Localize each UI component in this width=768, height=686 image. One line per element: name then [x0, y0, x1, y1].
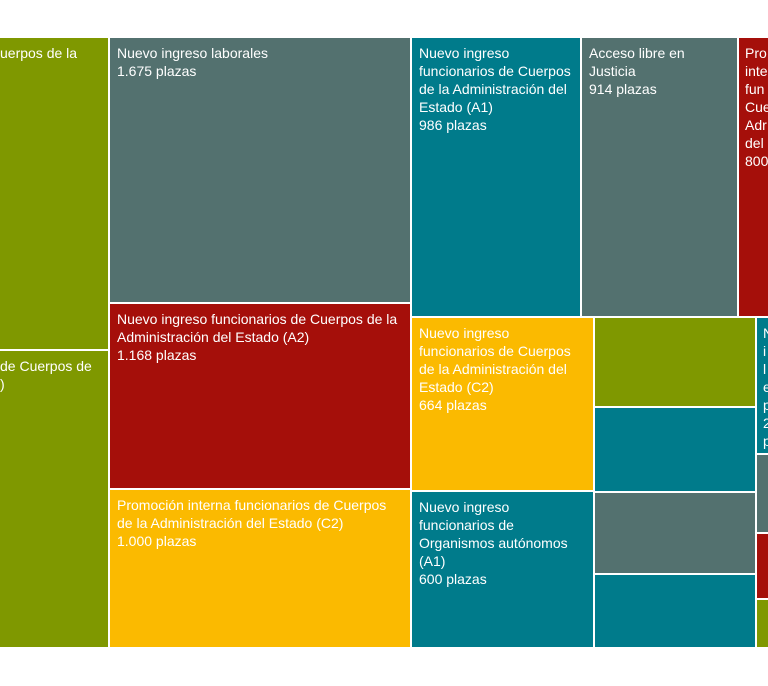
cell: [595, 408, 755, 491]
cell: Pro inte fun Cue Adr del 800: [739, 38, 768, 316]
cell-label: de Cuerpos de ): [0, 358, 92, 392]
cell: Nuevo ingreso funcionarios de Organismos…: [412, 492, 593, 647]
cell-value: 800: [745, 153, 768, 169]
cell-label: uerpos de la: [0, 45, 78, 61]
cell-value: 986 plazas: [419, 117, 487, 133]
cell-label: Nuevo ingreso funcionarios de Organismos…: [419, 499, 568, 569]
cell-label: Acceso libre en Justicia: [589, 45, 685, 79]
cell-value: 664 plazas: [419, 397, 487, 413]
cell: [757, 600, 768, 647]
cell-label: Pro inte fun Cue Adr del: [745, 45, 768, 151]
cell: Nuevo ingreso funcionarios de Cuerpos de…: [110, 304, 410, 488]
cell: [595, 575, 755, 647]
cell: uerpos de la: [0, 38, 108, 349]
cell: Nuevo ingreso funcionarios de Cuerpos de…: [412, 38, 580, 316]
cell: de Cuerpos de ): [0, 351, 108, 647]
cell: Acceso libre en Justicia 914 plazas: [582, 38, 737, 316]
cell-value: 1.675 plazas: [117, 63, 197, 79]
cell-value: 914 plazas: [589, 81, 657, 97]
cell-label: N i l e p 2 p: [763, 325, 768, 449]
cell: [757, 534, 768, 598]
cell-value: 1.000 plazas: [117, 533, 197, 549]
cell: [595, 493, 755, 573]
cell: Nuevo ingreso funcionarios de Cuerpos de…: [412, 318, 593, 490]
cell: Promoción interna funcionarios de Cuerpo…: [110, 490, 410, 647]
cell-value: 600 plazas: [419, 571, 487, 587]
cell-label: Nuevo ingreso laborales: [117, 45, 268, 61]
cell: [757, 455, 768, 532]
cell-value: 1.168 plazas: [117, 347, 197, 363]
cell: [595, 318, 755, 406]
cell-label: Promoción interna funcionarios de Cuerpo…: [117, 497, 387, 531]
cell-label: Nuevo ingreso funcionarios de Cuerpos de…: [117, 311, 398, 345]
cell-label: Nuevo ingreso funcionarios de Cuerpos de…: [419, 325, 571, 395]
cell: Nuevo ingreso laborales 1.675 plazas: [110, 38, 410, 302]
cell: N i l e p 2 p: [757, 318, 768, 453]
cell-label: Nuevo ingreso funcionarios de Cuerpos de…: [419, 45, 571, 115]
